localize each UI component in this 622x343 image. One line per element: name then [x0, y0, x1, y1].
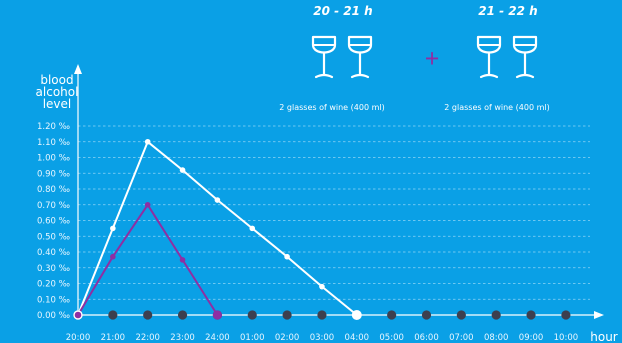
x-axis-label: hour: [590, 330, 618, 343]
y-tick-label: 1.20 ‰: [37, 122, 70, 132]
series-1-point: [319, 283, 325, 290]
series-2-point: [144, 201, 151, 208]
gridlines: [78, 125, 590, 300]
x-tick-label: 02:00: [275, 333, 300, 343]
x-tick-label: 01:00: [240, 333, 265, 343]
x-tick-label: 10:00: [554, 333, 579, 343]
baseline-dot: [282, 310, 292, 320]
period-2-label: 21 - 22 h: [478, 4, 537, 18]
wine-glasses: [311, 35, 538, 79]
series-1-point: [284, 253, 290, 260]
drinks-legend: 20 - 21 h 21 - 22 h + 2 glasses of wine …: [279, 4, 549, 112]
wine-glass-icon: [476, 35, 502, 79]
x-tick-label: 20:00: [66, 333, 91, 343]
series-group: [73, 138, 571, 320]
wine-glass-icon: [311, 35, 337, 79]
y-axis-label-line-3: level: [43, 97, 72, 111]
x-tick-label: 23:00: [170, 333, 195, 343]
y-tick-label: 0.10 ‰: [37, 295, 70, 305]
y-tick-label: 0.40 ‰: [37, 248, 70, 258]
y-tick-label: 0.60 ‰: [37, 217, 70, 227]
series-2-line: [77, 203, 219, 316]
plus-icon: +: [425, 44, 440, 73]
period-1-label: 20 - 21 h: [313, 4, 372, 18]
x-tick-labels: 20:00 21:00 22:00 23:00 24:00 01:00 02:00 03:00…: [66, 333, 578, 343]
baseline-dot: [317, 310, 327, 320]
y-tick-label: 1.00 ‰: [37, 154, 70, 164]
y-tick-label: 1.10 ‰: [37, 138, 70, 148]
baseline-dot: [108, 310, 118, 320]
y-tick-label: 0.90 ‰: [37, 169, 70, 179]
x-tick-label: 24:00: [205, 333, 230, 343]
period-2-caption: 2 glasses of wine (400 ml): [444, 103, 549, 112]
x-tick-label: 21:00: [101, 333, 126, 343]
x-tick-label: 03:00: [310, 333, 335, 343]
baseline-dot: [491, 310, 501, 320]
series-2-point: [110, 253, 116, 260]
series-1-point: [144, 138, 151, 145]
period-1-caption: 2 glasses of wine (400 ml): [279, 103, 384, 112]
x-axis-arrow: [594, 311, 604, 319]
baseline-dot: [456, 310, 466, 320]
y-tick-label: 0.80 ‰: [37, 185, 70, 195]
x-tick-label: 07:00: [449, 333, 474, 343]
baseline-dot: [561, 310, 571, 320]
baseline-dot: [526, 310, 536, 320]
baseline-dot: [177, 310, 188, 320]
x-tick-label: 06:00: [414, 333, 439, 343]
series-1-point: [249, 225, 256, 232]
y-axis-label-line-2: alcohol: [36, 85, 79, 99]
series-1-point: [110, 225, 116, 232]
y-tick-label: 0.30 ‰: [37, 264, 70, 274]
wine-glass-icon: [512, 35, 538, 79]
y-tick-label: 0.00 ‰: [37, 311, 70, 321]
y-tick-label: 0.20 ‰: [37, 280, 70, 290]
baseline-dot: [421, 310, 432, 320]
y-tick-label: 0.50 ‰: [37, 232, 70, 242]
baseline-dot: [247, 310, 257, 320]
x-tick-label: 22:00: [135, 333, 160, 343]
y-tick-label: 0.70 ‰: [37, 201, 70, 211]
start-point: [73, 310, 83, 320]
baseline-dot: [387, 310, 397, 320]
x-tick-label: 05:00: [379, 333, 404, 343]
series-1-point: [214, 197, 221, 203]
y-axis-label-line-1: blood: [40, 73, 73, 87]
series-2-point: [179, 257, 186, 263]
wine-glass-icon: [347, 35, 373, 79]
series-1-point: [351, 310, 362, 320]
series-1-line: [77, 140, 358, 316]
series-1-point: [179, 167, 186, 173]
baseline-dot: [143, 310, 153, 320]
x-tick-label: 09:00: [519, 333, 544, 343]
axes: [74, 64, 604, 319]
y-tick-labels: 0.00 ‰ 0.10 ‰ 0.20 ‰ 0.30 ‰ 0.40 ‰ 0.50 ‰ 0.60…: [37, 122, 70, 321]
y-axis-arrow: [74, 64, 82, 74]
x-tick-label: 08:00: [484, 333, 509, 343]
series-2-point: [212, 310, 222, 320]
x-tick-label: 04:00: [345, 333, 370, 343]
